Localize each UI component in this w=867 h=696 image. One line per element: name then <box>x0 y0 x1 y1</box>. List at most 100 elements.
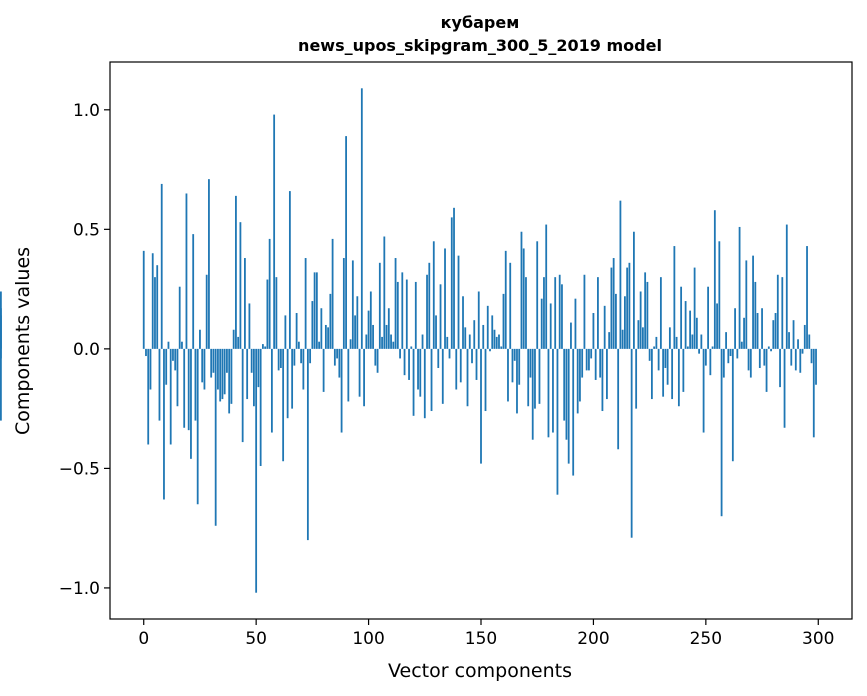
bar <box>270 348 273 433</box>
bar <box>441 348 444 404</box>
bar <box>340 348 343 433</box>
bar <box>419 348 422 397</box>
bar <box>776 274 779 349</box>
bar <box>491 315 494 349</box>
bar <box>767 346 770 349</box>
bar <box>758 348 761 368</box>
bar <box>628 262 631 349</box>
bar <box>770 348 772 352</box>
bar <box>181 341 183 349</box>
x-tick-label: 200 <box>577 629 609 649</box>
bar <box>363 348 365 407</box>
bar <box>520 231 523 349</box>
bar <box>785 224 788 349</box>
bar <box>336 348 338 359</box>
bar <box>650 348 653 400</box>
bar <box>590 348 593 359</box>
bar <box>797 339 799 349</box>
bar <box>376 348 379 373</box>
bar <box>639 291 642 349</box>
x-tick-label: 0 <box>138 629 149 649</box>
bar <box>169 348 172 445</box>
bar <box>700 334 703 349</box>
bar <box>558 274 561 349</box>
y-tick-label: −1.0 <box>59 579 100 599</box>
bar <box>174 348 177 371</box>
bar <box>801 348 804 354</box>
bar <box>426 274 428 349</box>
bar <box>421 334 424 349</box>
bar <box>399 348 401 359</box>
bar <box>561 284 563 349</box>
bar <box>536 241 539 349</box>
bar <box>444 248 446 349</box>
bar <box>381 336 383 349</box>
bar <box>610 267 613 349</box>
bar <box>581 348 584 378</box>
bar <box>342 258 345 349</box>
bar <box>217 348 219 390</box>
bar <box>808 334 811 349</box>
bar <box>594 348 597 380</box>
bar <box>567 348 570 464</box>
bar <box>657 348 660 371</box>
bar <box>282 348 285 462</box>
bar <box>196 348 199 505</box>
bar <box>806 246 808 349</box>
bar <box>428 262 431 349</box>
bar <box>306 348 309 541</box>
bar <box>367 310 370 349</box>
x-tick-label: 150 <box>465 629 497 649</box>
bar <box>486 305 489 349</box>
bar <box>268 238 271 349</box>
bar <box>226 348 228 373</box>
bar <box>437 348 440 368</box>
bar <box>219 348 222 402</box>
x-axis-label: Vector components <box>388 660 572 682</box>
bar <box>394 258 397 349</box>
bar <box>295 313 298 349</box>
bars-group <box>0 88 817 593</box>
bar <box>554 277 557 349</box>
bar <box>158 348 161 421</box>
bar <box>677 348 680 407</box>
bar <box>675 336 678 349</box>
bar <box>313 272 316 349</box>
bar <box>405 279 408 349</box>
bar <box>147 348 150 445</box>
bar <box>743 317 745 349</box>
bar <box>655 336 658 349</box>
bar <box>439 284 442 349</box>
bar <box>794 348 797 371</box>
bar <box>799 348 802 373</box>
bar <box>435 315 437 349</box>
bar <box>345 136 347 349</box>
bar <box>630 348 633 538</box>
bar <box>448 348 451 359</box>
bar <box>545 224 548 349</box>
bar <box>754 281 757 349</box>
bar <box>430 348 433 412</box>
x-tick-label: 100 <box>352 629 384 649</box>
bar <box>662 348 665 397</box>
bar <box>502 293 505 349</box>
bar <box>304 258 307 349</box>
x-axis-ticks: 0 50 100 150 200 250 300 <box>138 619 834 649</box>
bar <box>570 322 572 349</box>
bar <box>707 286 709 349</box>
bar <box>803 324 806 349</box>
bar <box>518 348 521 385</box>
bar <box>522 248 525 349</box>
bar <box>534 348 536 409</box>
bar <box>686 346 689 349</box>
bar <box>585 348 588 371</box>
bar <box>369 291 372 349</box>
bar <box>403 348 406 376</box>
bar <box>619 200 622 349</box>
bar <box>210 348 213 378</box>
bar <box>208 179 210 349</box>
bar <box>203 348 206 390</box>
bar <box>201 348 204 383</box>
chart-subtitle: news_upos_skipgram_300_5_2019 model <box>298 36 662 55</box>
bar <box>583 274 586 349</box>
